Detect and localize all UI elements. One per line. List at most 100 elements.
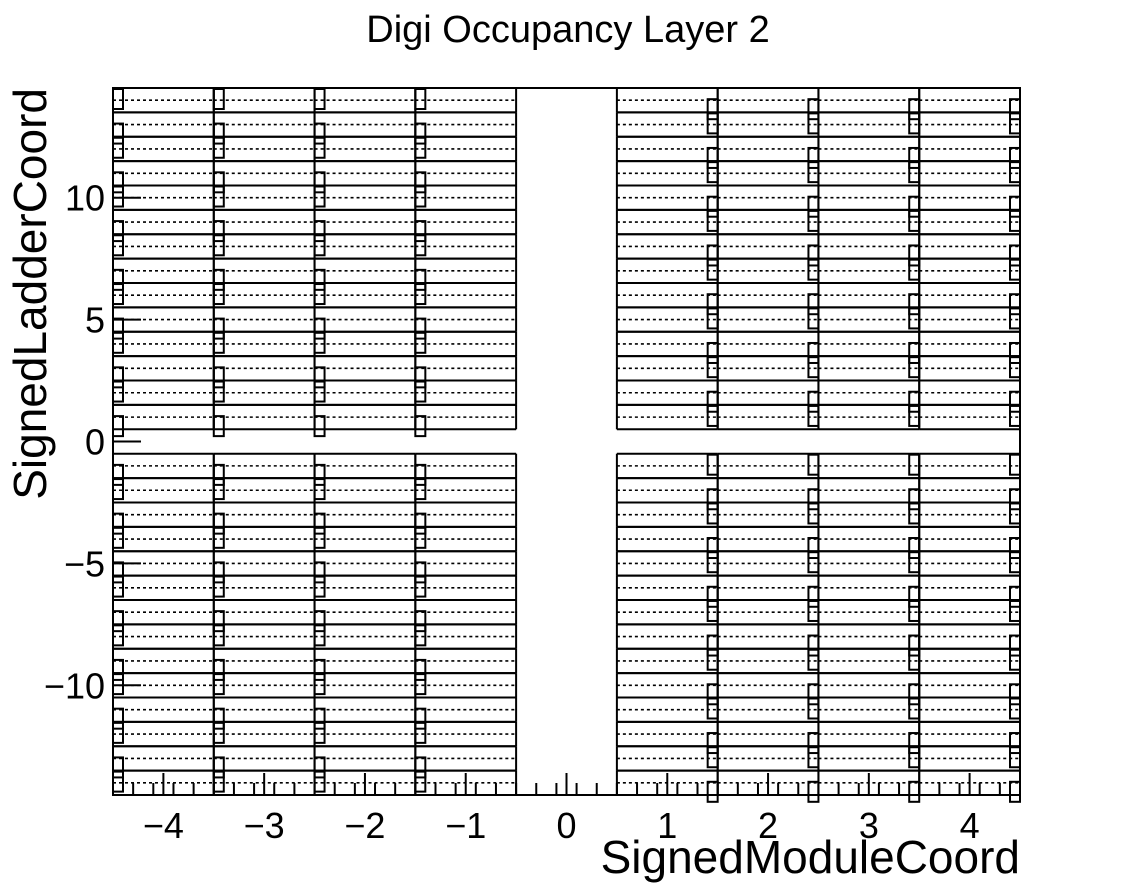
roc-marker	[313, 380, 326, 403]
roc-marker	[807, 258, 820, 281]
module-cell	[112, 574, 215, 601]
module-cell	[716, 477, 820, 511]
module-cell	[615, 379, 719, 413]
module-cell	[817, 87, 921, 121]
module-cell	[716, 550, 820, 577]
module-cell	[716, 647, 820, 675]
roc-marker	[112, 478, 124, 501]
roc-marker	[1009, 551, 1021, 574]
roc-marker	[212, 561, 225, 584]
roc-marker	[313, 268, 326, 291]
roc-marker	[112, 673, 124, 696]
roc-marker	[1009, 732, 1021, 755]
roc-marker	[212, 658, 225, 681]
roc-marker	[112, 415, 124, 438]
roc-marker	[414, 283, 427, 306]
module-cell	[414, 257, 518, 291]
roc-marker	[706, 502, 719, 525]
roc-marker	[908, 244, 921, 267]
module-cell	[615, 623, 719, 657]
roc-marker	[313, 234, 326, 257]
module-cell	[313, 501, 417, 535]
roc-marker	[212, 478, 225, 501]
module-cell	[112, 525, 215, 553]
module-cell	[414, 87, 518, 114]
module-cell	[112, 306, 215, 340]
module-cell	[615, 647, 719, 675]
roc-marker	[212, 185, 225, 208]
x-axis: −4 −3 −2 −1 0 1 2 3 4	[112, 773, 1021, 846]
roc-marker	[1009, 195, 1021, 218]
module-cell	[414, 403, 518, 438]
module-cell	[615, 87, 719, 121]
module-cell	[313, 257, 417, 291]
module-cell	[817, 550, 921, 577]
roc-marker	[1009, 356, 1021, 379]
roc-marker	[313, 185, 326, 208]
module-cell	[817, 282, 921, 316]
y-axis: −10 −5 0 5 10	[44, 178, 141, 706]
module-cell	[615, 282, 719, 316]
roc-marker	[212, 624, 225, 647]
module-cell	[615, 111, 719, 138]
module-cell	[112, 208, 215, 243]
roc-marker	[112, 185, 124, 208]
module-grid	[112, 87, 1021, 803]
roc-marker	[212, 463, 225, 486]
roc-marker	[112, 268, 124, 291]
module-cell	[313, 525, 417, 553]
module-cell	[414, 623, 518, 650]
roc-marker	[807, 683, 820, 706]
roc-marker	[1009, 537, 1021, 560]
roc-marker	[908, 488, 921, 511]
module-cell	[414, 111, 518, 145]
roc-marker	[1009, 697, 1021, 720]
roc-marker	[908, 599, 921, 622]
module-cell	[212, 111, 316, 145]
module-cell	[212, 306, 316, 340]
roc-marker	[1009, 98, 1021, 121]
roc-marker	[414, 526, 427, 549]
module-cell	[112, 111, 215, 145]
module-cell	[313, 550, 417, 584]
module-cell	[918, 574, 1021, 608]
roc-marker	[313, 331, 326, 354]
roc-marker	[706, 585, 719, 608]
module-cell	[212, 598, 316, 633]
module-cell	[615, 184, 719, 218]
roc-marker	[1009, 404, 1021, 427]
module-cell	[414, 672, 518, 699]
module-cell	[716, 160, 820, 187]
x-tick-label: 2	[758, 805, 778, 846]
roc-marker	[706, 537, 719, 560]
x-tick-label: −3	[244, 805, 285, 846]
module-cell	[716, 696, 820, 723]
roc-marker	[1009, 161, 1021, 184]
roc-marker	[706, 341, 719, 364]
roc-marker	[807, 634, 820, 657]
roc-marker	[1009, 502, 1021, 525]
roc-marker	[706, 112, 719, 135]
module-cell	[716, 233, 820, 267]
module-cell	[918, 135, 1021, 169]
roc-marker	[112, 575, 124, 598]
module-cell	[817, 623, 921, 657]
roc-marker	[212, 171, 225, 194]
module-cell	[313, 306, 417, 340]
roc-marker	[807, 98, 820, 121]
roc-marker	[807, 161, 820, 184]
module-cell	[212, 160, 316, 194]
roc-marker	[414, 415, 427, 438]
module-cell	[212, 501, 316, 535]
roc-marker	[1009, 293, 1021, 316]
module-cell	[414, 330, 518, 358]
module-cell	[817, 111, 921, 138]
module-cell	[918, 184, 1021, 218]
roc-marker	[706, 648, 719, 671]
x-axis-title: SignedModuleCoord	[601, 831, 1020, 883]
module-cell	[918, 452, 1021, 480]
module-cell	[414, 574, 518, 601]
module-cell	[414, 647, 518, 681]
roc-marker	[212, 234, 225, 257]
roc-marker	[908, 390, 921, 413]
